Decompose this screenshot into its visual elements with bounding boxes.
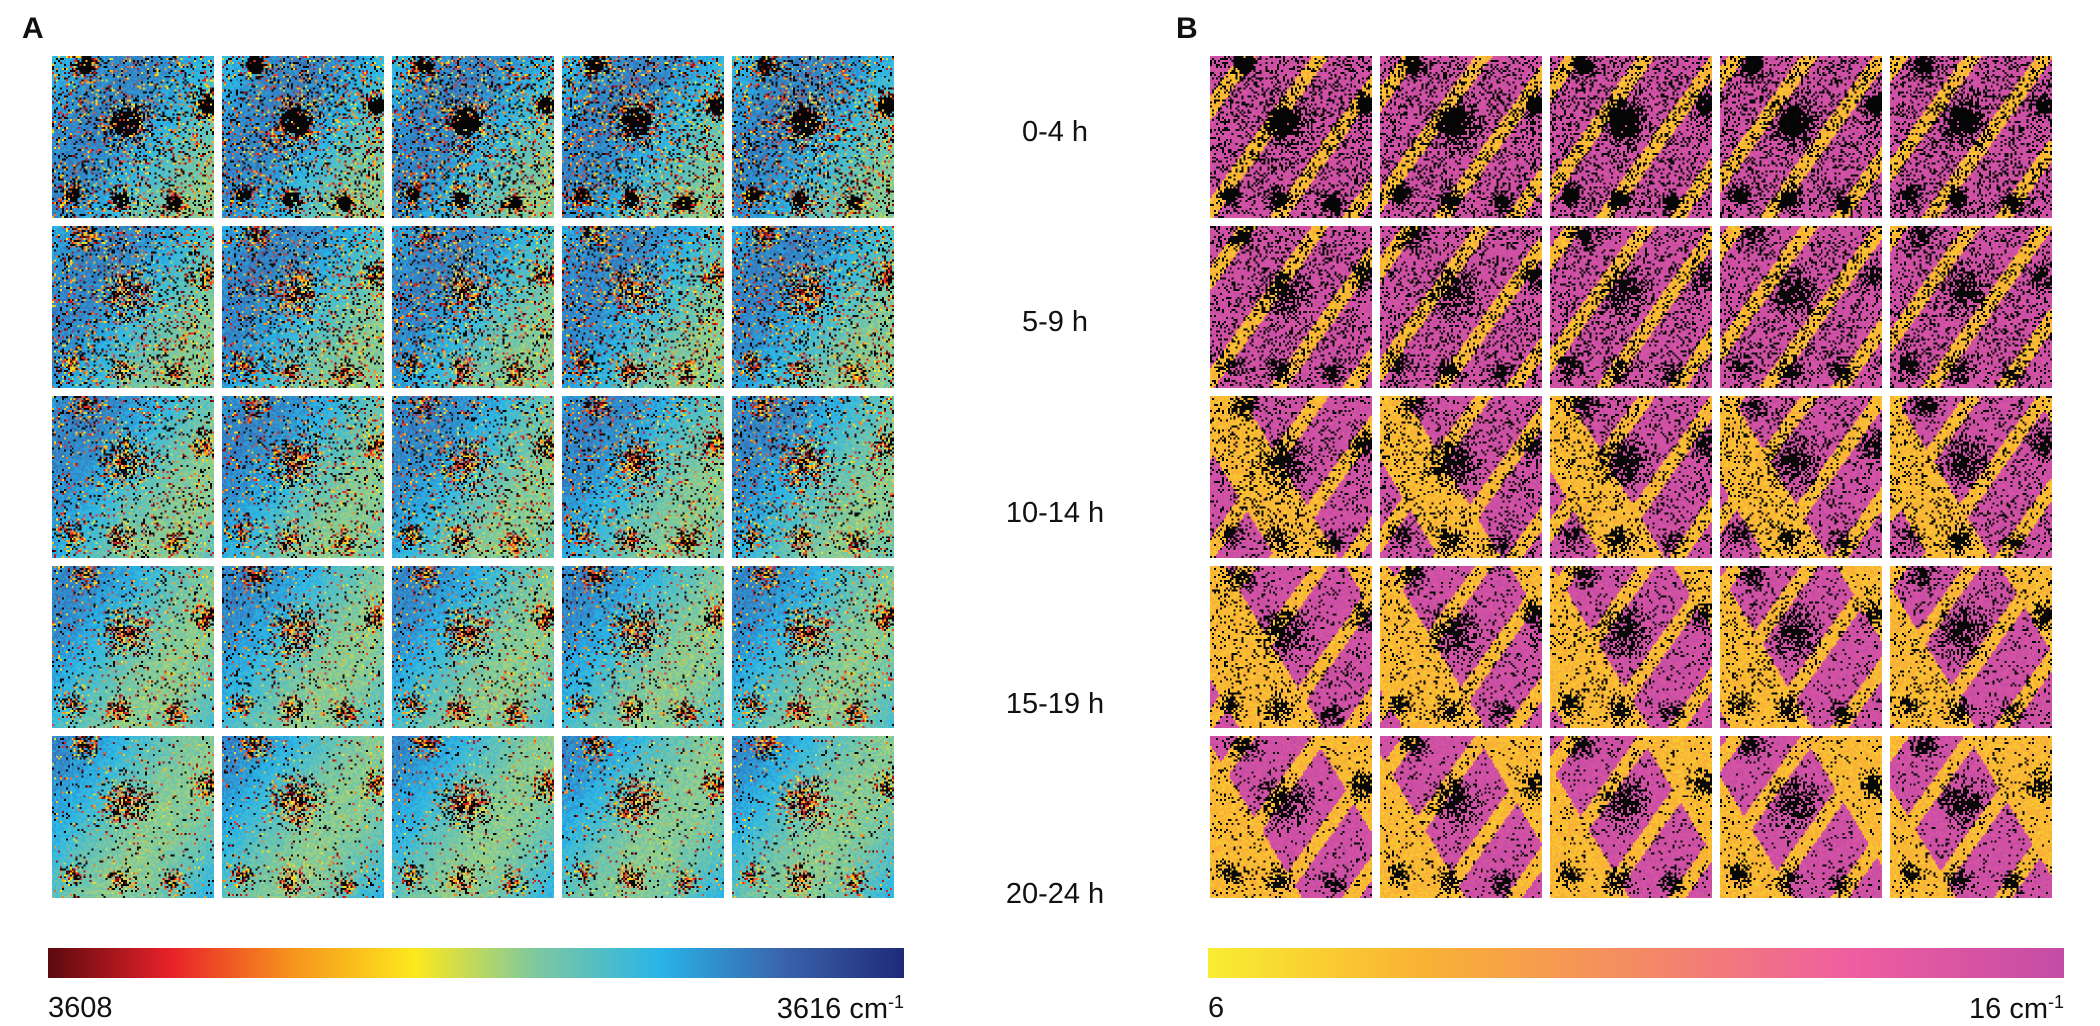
panel-a-colorbar-max-label: 3616 cm-1: [777, 992, 904, 1026]
time-label-2: 10-14 h: [1005, 497, 1105, 529]
panel-b-colorbar-max-label: 16 cm-1: [1969, 992, 2064, 1026]
map-tile-a-r2-c4: [732, 396, 894, 558]
map-tile-b-r2-c3: [1720, 396, 1882, 558]
map-tile-b-r2-c0: [1210, 396, 1372, 558]
time-label-0: 0-4 h: [1021, 116, 1089, 148]
map-tile-b-r2-c1: [1380, 396, 1542, 558]
map-tile-a-r3-c1: [222, 566, 384, 728]
map-tile-a-r3-c4: [732, 566, 894, 728]
map-tile-a-r1-c4: [732, 226, 894, 388]
panel-a-colorbar-min-label: 3608: [48, 992, 113, 1024]
panel-b-colorbar-min-label: 6: [1208, 992, 1225, 1024]
map-tile-b-r1-c3: [1720, 226, 1882, 388]
panel-b-colorbar: [1208, 948, 2064, 978]
map-tile-a-r1-c3: [562, 226, 724, 388]
map-tile-b-r4-c1: [1380, 736, 1542, 898]
map-tile-b-r1-c4: [1890, 226, 2052, 388]
map-tile-a-r1-c1: [222, 226, 384, 388]
map-tile-b-r3-c3: [1720, 566, 1882, 728]
panel-a-colorbar-unit-exponent: -1: [887, 992, 904, 1012]
panel-b-colorbar-unit: cm: [2009, 993, 2048, 1025]
map-tile-a-r4-c4: [732, 736, 894, 898]
map-tile-b-r4-c4: [1890, 736, 2052, 898]
map-tile-a-r0-c2: [392, 56, 554, 218]
panel-a-colorbar-unit: cm: [849, 993, 888, 1025]
map-tile-a-r4-c1: [222, 736, 384, 898]
map-tile-b-r0-c3: [1720, 56, 1882, 218]
panel-a-colorbar: [48, 948, 904, 978]
panel-b-letter: B: [1176, 12, 1198, 45]
map-tile-a-r0-c1: [222, 56, 384, 218]
map-tile-a-r1-c0: [52, 226, 214, 388]
time-label-1: 5-9 h: [1021, 306, 1089, 338]
map-tile-b-r3-c1: [1380, 566, 1542, 728]
map-tile-b-r4-c2: [1550, 736, 1712, 898]
map-tile-b-r0-c1: [1380, 56, 1542, 218]
map-tile-b-r0-c2: [1550, 56, 1712, 218]
map-tile-b-r2-c2: [1550, 396, 1712, 558]
map-tile-a-r4-c3: [562, 736, 724, 898]
map-tile-a-r4-c2: [392, 736, 554, 898]
map-tile-a-r2-c3: [562, 396, 724, 558]
panel-a-colorbar-max-value: 3616: [776, 993, 842, 1025]
map-tile-a-r3-c0: [52, 566, 214, 728]
map-tile-b-r4-c3: [1720, 736, 1882, 898]
panel-a-letter: A: [22, 12, 44, 45]
map-tile-b-r0-c4: [1890, 56, 2052, 218]
map-tile-a-r0-c4: [732, 56, 894, 218]
map-tile-a-r3-c2: [392, 566, 554, 728]
map-tile-a-r1-c2: [392, 226, 554, 388]
map-tile-b-r3-c4: [1890, 566, 2052, 728]
time-label-4: 20-24 h: [1005, 878, 1105, 910]
panel-b-colorbar-max-value: 16: [1968, 993, 2002, 1025]
map-tile-a-r0-c0: [52, 56, 214, 218]
map-tile-a-r0-c3: [562, 56, 724, 218]
panel-b-colorbar-unit-exponent: -1: [2047, 992, 2064, 1012]
map-tile-b-r0-c0: [1210, 56, 1372, 218]
map-tile-b-r1-c1: [1380, 226, 1542, 388]
map-tile-a-r2-c0: [52, 396, 214, 558]
time-label-3: 15-19 h: [1005, 688, 1105, 720]
map-tile-a-r2-c1: [222, 396, 384, 558]
map-tile-a-r2-c2: [392, 396, 554, 558]
map-tile-a-r4-c0: [52, 736, 214, 898]
map-tile-b-r3-c0: [1210, 566, 1372, 728]
map-tile-a-r3-c3: [562, 566, 724, 728]
map-tile-b-r4-c0: [1210, 736, 1372, 898]
map-tile-b-r2-c4: [1890, 396, 2052, 558]
map-tile-b-r3-c2: [1550, 566, 1712, 728]
map-tile-b-r1-c0: [1210, 226, 1372, 388]
map-tile-b-r1-c2: [1550, 226, 1712, 388]
